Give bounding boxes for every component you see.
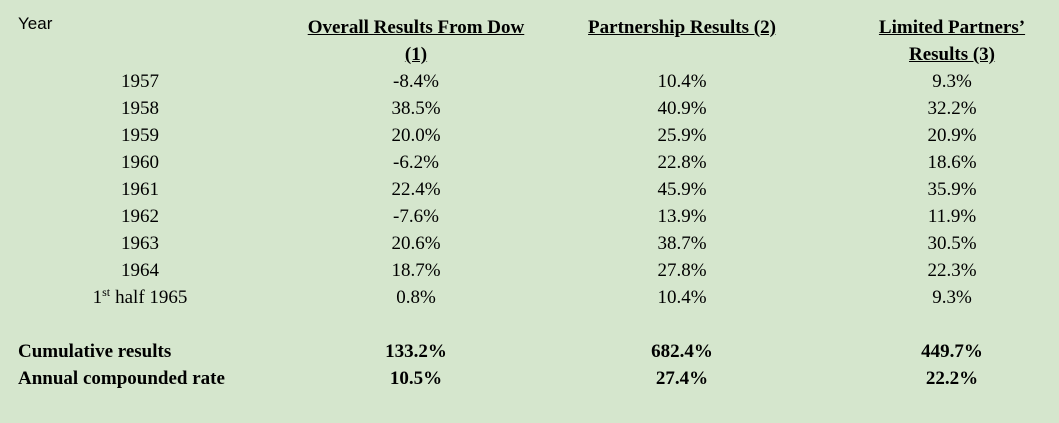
value-cell: 22.4% xyxy=(391,179,441,200)
summary-value: 22.2% xyxy=(925,368,979,389)
value-cell: 45.9% xyxy=(657,179,707,200)
value-cell: 11.9% xyxy=(927,206,977,227)
year-rest: half 1965 xyxy=(115,287,188,308)
summary-value: 682.4% xyxy=(651,341,713,362)
value-cell: 18.7% xyxy=(391,260,441,281)
year-cell: 1959 xyxy=(121,125,159,146)
value-cell: 38.5% xyxy=(391,98,441,119)
value-cell: 27.8% xyxy=(657,260,707,281)
value-cell: 20.9% xyxy=(927,125,977,146)
year-suffix: st xyxy=(102,285,111,299)
summary-value: 27.4% xyxy=(655,368,709,389)
year-cell: 1964 xyxy=(121,260,159,281)
year-cell: 1st half 1965 xyxy=(20,284,260,311)
value-cell: 30.5% xyxy=(927,233,977,254)
value-cell: 13.9% xyxy=(657,206,707,227)
summary-value: 449.7% xyxy=(921,341,983,362)
value-cell: 35.9% xyxy=(927,179,977,200)
value-cell: 9.3% xyxy=(932,71,972,92)
value-cell: 9.3% xyxy=(932,287,972,308)
summary-label: Cumulative results xyxy=(18,341,172,362)
value-cell: 18.6% xyxy=(927,152,977,173)
value-cell: 40.9% xyxy=(657,98,707,119)
value-cell: 10.4% xyxy=(657,71,707,92)
value-cell: 22.8% xyxy=(657,152,707,173)
year-number: 1 xyxy=(92,287,103,308)
summary-value: 133.2% xyxy=(385,341,447,362)
value-cell: -6.2% xyxy=(393,152,439,173)
summary-label: Annual compounded rate xyxy=(18,368,225,389)
summary-value: 10.5% xyxy=(389,368,443,389)
value-cell: 0.8% xyxy=(396,287,436,308)
value-cell: 22.3% xyxy=(927,260,977,281)
value-cell: 25.9% xyxy=(657,125,707,146)
year-cell: 1958 xyxy=(121,98,159,119)
value-cell: 20.6% xyxy=(391,233,441,254)
year-cell: 1961 xyxy=(121,179,159,200)
year-header: Year xyxy=(18,14,53,33)
year-cell: 1963 xyxy=(121,233,159,254)
year-cell: 1957 xyxy=(121,71,159,92)
value-cell: -8.4% xyxy=(393,71,439,92)
year-cell: 1962 xyxy=(121,206,159,227)
value-cell: 20.0% xyxy=(391,125,441,146)
value-cell: 38.7% xyxy=(657,233,707,254)
column-header: Limited Partners’ Results (3) xyxy=(878,17,1026,65)
value-cell: 10.4% xyxy=(657,287,707,308)
column-header: Overall Results From Dow (1) xyxy=(307,17,525,65)
column-header: Partnership Results (2) xyxy=(588,17,776,38)
year-cell: 1960 xyxy=(121,152,159,173)
value-cell: 32.2% xyxy=(927,98,977,119)
value-cell: -7.6% xyxy=(393,206,439,227)
